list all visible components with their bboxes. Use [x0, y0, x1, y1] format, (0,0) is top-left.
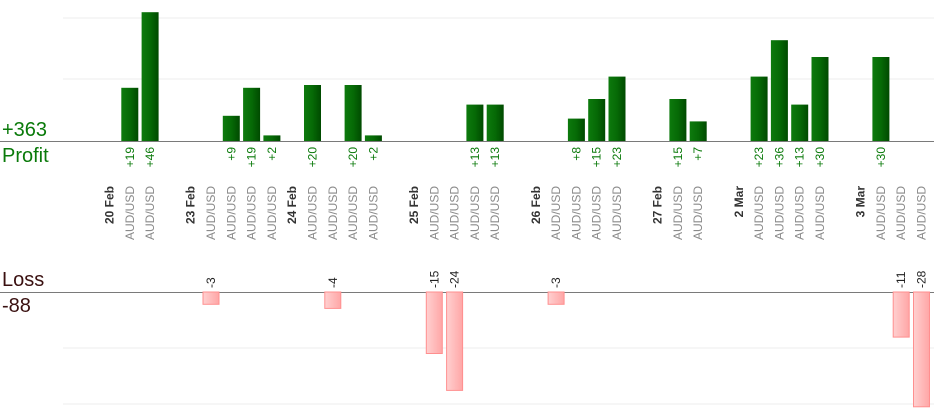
loss-value-label: -15 [427, 270, 441, 288]
profit-bar [243, 87, 261, 141]
pair-label: AUD/USD [752, 186, 766, 240]
loss-value-label: -3 [204, 277, 218, 288]
profit-bar [304, 85, 321, 141]
loss-bar [446, 291, 464, 391]
pair-label: AUD/USD [691, 186, 705, 240]
bars [121, 12, 930, 408]
profit-total: +363 [2, 119, 48, 141]
profit-value-label: +36 [772, 147, 786, 168]
loss-bar [202, 291, 220, 305]
pair-label: AUD/USD [549, 186, 563, 240]
date-label: 27 Feb [651, 186, 665, 224]
pair-label: AUD/USD [569, 186, 583, 240]
loss-value-label: -24 [448, 270, 462, 288]
profit-value-label: +7 [691, 147, 705, 161]
pair-label: AUD/USD [610, 186, 624, 240]
date-label: 26 Feb [529, 186, 543, 224]
date-label: 25 Feb [407, 186, 421, 224]
profit-value-label: +15 [671, 147, 685, 168]
profit-bar [364, 135, 382, 141]
profit-bar [344, 85, 362, 141]
profit-bar [750, 76, 768, 141]
pair-label: AUD/USD [488, 186, 502, 240]
profit-bar [770, 40, 788, 142]
pair-label: AUD/USD [874, 186, 888, 240]
loss-bar [892, 291, 910, 338]
profit-value-label: +19 [245, 147, 259, 168]
profit-value-label: +9 [224, 147, 238, 161]
loss-bar [425, 291, 443, 354]
pair-label: AUD/USD [468, 186, 482, 240]
profit-bar [811, 57, 829, 141]
pair-label: AUD/USD [306, 186, 320, 240]
profit-bar [141, 12, 159, 142]
profit-bar [689, 121, 707, 141]
loss-bar [324, 291, 342, 309]
grid-lines [0, 17, 934, 405]
labels: 20 Feb AUD/USD +19 AUD/USD +46 23 Feb AUD/USD -… [103, 147, 929, 288]
profit-value-label: +13 [488, 147, 502, 168]
profit-bar [263, 135, 281, 141]
profit-bar [567, 118, 585, 141]
pair-label: AUD/USD [346, 186, 360, 240]
profit-bar [588, 99, 606, 141]
profit-label: Profit [2, 145, 49, 167]
pair-label: AUD/USD [915, 186, 929, 240]
profit-value-label: +2 [265, 147, 279, 161]
loss-value-label: -11 [894, 271, 908, 288]
loss-value-label: -28 [915, 270, 929, 288]
pair-label: AUD/USD [590, 186, 604, 240]
profit-value-label: +8 [569, 147, 583, 161]
profit-value-label: +30 [813, 147, 827, 168]
date-label: 20 Feb [103, 186, 117, 224]
profit-value-label: +19 [123, 147, 137, 168]
pair-label: AUD/USD [366, 186, 380, 240]
profit-value-label: +46 [143, 147, 157, 168]
pair-label: AUD/USD [772, 186, 786, 240]
pair-label: AUD/USD [143, 186, 157, 240]
pair-label: AUD/USD [793, 186, 807, 240]
pair-label: AUD/USD [813, 186, 827, 240]
profit-value-label: +2 [366, 147, 380, 161]
profit-value-label: +13 [468, 147, 482, 168]
pair-label: AUD/USD [245, 186, 259, 240]
pair-label: AUD/USD [265, 186, 279, 240]
loss-bar [913, 291, 930, 408]
profit-bar [791, 104, 809, 141]
profit-bar [121, 87, 139, 141]
loss-value-label: -3 [549, 277, 563, 288]
pair-label: AUD/USD [427, 186, 441, 240]
date-label: 24 Feb [285, 186, 299, 224]
date-label: 23 Feb [184, 186, 198, 224]
pair-label: AUD/USD [224, 186, 238, 240]
profit-value-label: +20 [346, 147, 360, 168]
pair-label: AUD/USD [326, 186, 340, 240]
pair-label: AUD/USD [894, 186, 908, 240]
date-label: 2 Mar [732, 186, 746, 218]
profit-bar [608, 76, 626, 141]
profit-bar [669, 99, 687, 141]
profit-value-label: +13 [793, 147, 807, 168]
profit-bar [222, 115, 240, 141]
profit-value-label: +15 [590, 147, 604, 168]
profit-value-label: +30 [874, 147, 888, 168]
loss-bar [547, 291, 565, 305]
date-label: 3 Mar [854, 186, 868, 218]
pair-label: AUD/USD [671, 186, 685, 240]
pair-label: AUD/USD [123, 186, 137, 240]
profit-bar [872, 57, 890, 141]
profit-bar [466, 104, 484, 141]
profit-value-label: +23 [610, 147, 624, 168]
loss-label: Loss [2, 269, 45, 291]
profit-bar [486, 104, 504, 141]
pair-label: AUD/USD [204, 186, 218, 240]
loss-value-label: -4 [326, 277, 340, 288]
profit-value-label: +23 [752, 147, 766, 168]
profit-value-label: +20 [306, 147, 320, 168]
pair-label: AUD/USD [448, 186, 462, 240]
loss-total: -88 [2, 295, 31, 317]
